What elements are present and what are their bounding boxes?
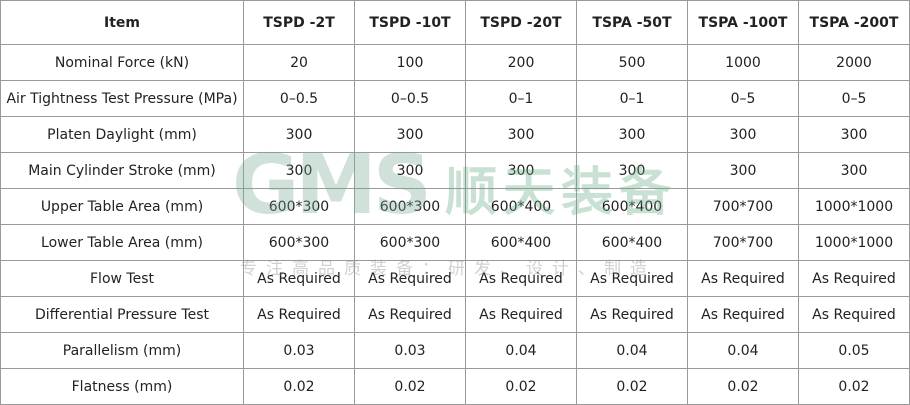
cell: 600*300 [243,224,355,261]
cell: 0–0.5 [354,80,466,117]
cell: 2000 [798,44,910,81]
cell: 0.05 [798,332,910,369]
table-row: Parallelism (mm) 0.03 0.03 0.04 0.04 0.04 0.05 [0,332,910,369]
cell: As Required [465,296,577,333]
table-body: Nominal Force (kN) 20 100 200 500 1000 2000 Air… [0,44,910,405]
header-row: Item TSPD -2T TSPD -10T TSPD -20T TSPA -50T T… [0,0,910,45]
cell: 0.04 [465,332,577,369]
cell: 0.02 [465,368,577,405]
cell: 0–5 [798,80,910,117]
row-label: Flatness (mm) [0,368,244,405]
cell: 0.03 [354,332,466,369]
row-label: Differential Pressure Test [0,296,244,333]
table-row: Lower Table Area (mm) 600*300 600*300 600*4… [0,224,910,261]
cell: As Required [243,260,355,297]
cell: As Required [354,296,466,333]
table-row: Air Tightness Test Pressure (MPa) 0–0.5 0–… [0,80,910,117]
row-label: Nominal Force (kN) [0,44,244,81]
cell: 300 [576,116,688,153]
cell: 100 [354,44,466,81]
table-row: Flow Test As Required As Required As Requir… [0,260,910,297]
header-cell: TSPA -50T [576,0,688,45]
cell: 300 [798,152,910,189]
cell: 600*400 [576,224,688,261]
cell: 300 [687,116,799,153]
cell: 0.02 [576,368,688,405]
cell: As Required [687,260,799,297]
cell: As Required [243,296,355,333]
cell: 600*300 [243,188,355,225]
cell: 300 [465,152,577,189]
cell: 600*300 [354,224,466,261]
cell: 300 [465,116,577,153]
cell: 700*700 [687,188,799,225]
row-label: Flow Test [0,260,244,297]
cell: As Required [576,296,688,333]
cell: 300 [576,152,688,189]
cell: As Required [798,296,910,333]
cell: 300 [687,152,799,189]
cell: 0–0.5 [243,80,355,117]
table-row: Platen Daylight (mm) 300 300 300 300 300 300 [0,116,910,153]
cell: 600*400 [576,188,688,225]
table-row: Differential Pressure Test As Required As … [0,296,910,333]
header-cell: TSPA -200T [798,0,910,45]
cell: As Required [798,260,910,297]
cell: 300 [243,152,355,189]
cell: 0.02 [687,368,799,405]
row-label: Upper Table Area (mm) [0,188,244,225]
cell: 0.03 [243,332,355,369]
cell: 0.04 [576,332,688,369]
table-row: Upper Table Area (mm) 600*300 600*300 600*4… [0,188,910,225]
table-row: Nominal Force (kN) 20 100 200 500 1000 2000 [0,44,910,81]
cell: 20 [243,44,355,81]
cell: 300 [243,116,355,153]
row-label: Main Cylinder Stroke (mm) [0,152,244,189]
header-cell: Item [0,0,244,45]
cell: As Required [576,260,688,297]
cell: As Required [354,260,466,297]
header-cell: TSPA -100T [687,0,799,45]
row-label: Parallelism (mm) [0,332,244,369]
row-label: Air Tightness Test Pressure (MPa) [0,80,244,117]
cell: 300 [354,116,466,153]
cell: 1000*1000 [798,188,910,225]
cell: 0–1 [465,80,577,117]
cell: 0.02 [243,368,355,405]
cell: 300 [798,116,910,153]
row-label: Platen Daylight (mm) [0,116,244,153]
header-cell: TSPD -2T [243,0,355,45]
cell: 0.02 [798,368,910,405]
header-cell: TSPD -20T [465,0,577,45]
cell: 0–1 [576,80,688,117]
cell: 0–5 [687,80,799,117]
cell: 1000*1000 [798,224,910,261]
cell: 200 [465,44,577,81]
row-label: Lower Table Area (mm) [0,224,244,261]
cell: 600*400 [465,188,577,225]
table-row: Main Cylinder Stroke (mm) 300 300 300 300 300… [0,152,910,189]
cell: 600*300 [354,188,466,225]
cell: As Required [465,260,577,297]
cell: 700*700 [687,224,799,261]
cell: 0.04 [687,332,799,369]
cell: 500 [576,44,688,81]
cell: 0.02 [354,368,466,405]
header-cell: TSPD -10T [354,0,466,45]
cell: As Required [687,296,799,333]
cell: 300 [354,152,466,189]
table-row: Flatness (mm) 0.02 0.02 0.02 0.02 0.02 0.02 [0,368,910,405]
cell: 1000 [687,44,799,81]
cell: 600*400 [465,224,577,261]
